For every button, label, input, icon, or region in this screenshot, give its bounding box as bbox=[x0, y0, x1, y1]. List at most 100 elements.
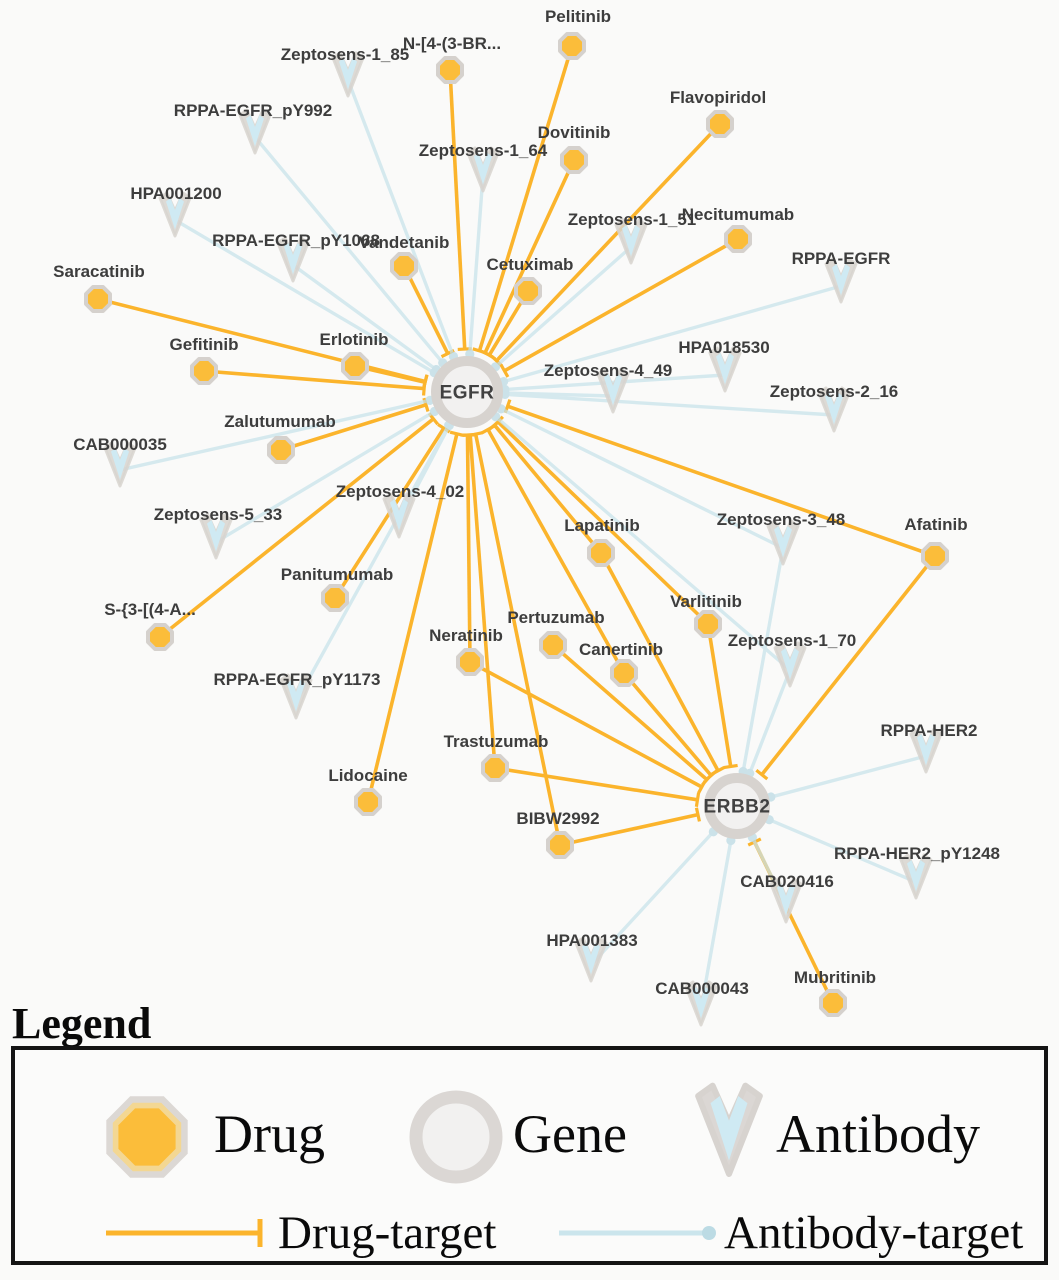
antibody-node-zeptosens-1-51 bbox=[614, 218, 648, 265]
node-label-rppa-egfr-py992: RPPA-EGFR_pY992 bbox=[174, 101, 332, 120]
nodes: EGFR ERBB2 bbox=[84, 32, 949, 1027]
edge-pelitinib-egfr bbox=[472, 45, 574, 355]
drug-node-zalutumumab bbox=[267, 436, 295, 464]
edge-bibw2992-erbb2 bbox=[559, 807, 702, 847]
antibody-node-cab000035 bbox=[103, 441, 137, 488]
drug-node-necitumumab bbox=[724, 225, 752, 253]
edge-neratinib-erbb2 bbox=[469, 660, 707, 794]
antibody-node-rppa-egfr bbox=[824, 257, 858, 304]
edge-lidocaine-egfr bbox=[366, 430, 465, 803]
edge-lapatinib-egfr bbox=[488, 419, 603, 555]
drug-node-panitumumab bbox=[321, 584, 349, 612]
drug-target-edge-icon bbox=[106, 1219, 263, 1247]
antibody-node-hpa001383 bbox=[574, 936, 608, 983]
edge-saracatinib-egfr bbox=[97, 297, 429, 389]
node-label-zalutumumab: Zalutumumab bbox=[224, 412, 335, 431]
node-label-mubritinib: Mubritinib bbox=[794, 968, 876, 987]
drug-node-pelitinib bbox=[558, 32, 586, 60]
node-label-bibw2992: BIBW2992 bbox=[516, 809, 599, 828]
drug-node-varlitinib bbox=[694, 610, 722, 638]
node-label-zeptosens-1-70: Zeptosens-1_70 bbox=[728, 631, 857, 650]
edge-zeptosens-4-49-egfr bbox=[500, 388, 614, 398]
edge-zeptosens-3-48-egfr bbox=[496, 404, 784, 550]
node-label-zeptosens-1-64: Zeptosens-1_64 bbox=[419, 141, 548, 160]
edge-flavopiridol-egfr bbox=[490, 122, 722, 367]
antibody-node-hpa018530 bbox=[708, 346, 742, 393]
antibody-node-rppa-her2-py1248 bbox=[899, 853, 933, 900]
edge-rppa-egfr-py992-egfr bbox=[253, 135, 448, 368]
node-label-trastuzumab: Trastuzumab bbox=[444, 732, 549, 751]
edge-rppa-egfr-py1173-egfr bbox=[294, 420, 454, 703]
antibody-node-zeptosens-2-16 bbox=[817, 386, 851, 433]
drug-node-canertinib bbox=[610, 659, 638, 687]
edge-rppa-her2-erbb2 bbox=[766, 754, 927, 802]
edge-zeptosens-5-33-egfr bbox=[215, 406, 439, 544]
antibody-node-cab020416 bbox=[769, 877, 803, 924]
node-label-hpa018530: HPA018530 bbox=[678, 338, 769, 357]
node-label-zeptosens-3-48: Zeptosens-3_48 bbox=[717, 510, 846, 529]
drug-node-lapatinib bbox=[587, 539, 615, 567]
node-label-pelitinib: Pelitinib bbox=[545, 7, 611, 26]
node-label-necitumumab: Necitumumab bbox=[682, 205, 794, 224]
node-label-n-4-3-br: N-[4-(3-BR... bbox=[403, 34, 501, 53]
edge-zeptosens-1-70-erbb2 bbox=[745, 669, 792, 778]
edge-hpa001200-egfr bbox=[174, 218, 439, 378]
drug-node-pertuzumab bbox=[539, 631, 567, 659]
node-label-gefitinib: Gefitinib bbox=[170, 335, 239, 354]
legend-title: Legend bbox=[12, 999, 152, 1048]
drug-node-afatinib bbox=[921, 542, 949, 570]
edge-s-3-4-a-egfr bbox=[158, 412, 440, 639]
drug-node-dovitinib bbox=[560, 146, 588, 174]
node-label-zeptosens-4-02: Zeptosens-4_02 bbox=[336, 482, 465, 501]
drug-node-lidocaine bbox=[354, 788, 382, 816]
gene-legend-icon bbox=[409, 1090, 503, 1184]
antibody-node-zeptosens-1-85 bbox=[331, 51, 365, 98]
gene-node-erbb2: ERBB2 bbox=[704, 773, 770, 839]
node-label-rppa-egfr: RPPA-EGFR bbox=[792, 249, 891, 268]
antibody-node-hpa001200 bbox=[158, 191, 192, 238]
node-label-zeptosens-4-49: Zeptosens-4_49 bbox=[544, 361, 673, 380]
gene-node-egfr: EGFR bbox=[431, 356, 503, 428]
edge-neratinib-egfr bbox=[460, 433, 475, 663]
node-label-cab020416: CAB020416 bbox=[740, 872, 834, 891]
node-label-lapatinib: Lapatinib bbox=[564, 516, 640, 535]
drug-node-gefitinib bbox=[190, 357, 218, 385]
drug-target-edge-label: Drug-target bbox=[278, 1207, 497, 1259]
edge-zeptosens-3-48-erbb2 bbox=[738, 547, 785, 777]
antibody-node-zeptosens-1-70 bbox=[773, 641, 807, 688]
edge-zeptosens-1-85-egfr bbox=[346, 79, 459, 362]
node-label-cetuximab: Cetuximab bbox=[487, 255, 574, 274]
node-label-neratinib: Neratinib bbox=[429, 626, 503, 645]
node-label-panitumumab: Panitumumab bbox=[281, 565, 393, 584]
node-label-erlotinib: Erlotinib bbox=[320, 330, 389, 349]
edge-rppa-her2-py1248-erbb2 bbox=[764, 815, 917, 884]
edge-cab000043-erbb2 bbox=[699, 835, 736, 1010]
antibody-target-edge-label: Antibody-target bbox=[724, 1207, 1024, 1259]
node-label-cab000035: CAB000035 bbox=[73, 435, 167, 454]
node-label-rppa-egfr-py1173: RPPA-EGFR_pY1173 bbox=[214, 670, 381, 689]
drug-node-flavopiridol bbox=[706, 110, 734, 138]
antibody-node-zeptosens-4-02 bbox=[382, 492, 416, 539]
node-label-rppa-egfr-py1068: RPPA-EGFR_pY1068 bbox=[212, 231, 380, 250]
edge-hpa001383-erbb2 bbox=[589, 827, 718, 967]
antibody-node-zeptosens-3-48 bbox=[766, 519, 800, 566]
edge-vandetanib-egfr bbox=[402, 265, 455, 359]
node-label-pertuzumab: Pertuzumab bbox=[507, 608, 604, 627]
node-label-hpa001383: HPA001383 bbox=[546, 931, 637, 950]
drug-node-trastuzumab bbox=[481, 754, 509, 782]
node-label-canertinib: Canertinib bbox=[579, 640, 663, 659]
antibody-legend-icon bbox=[695, 1082, 763, 1177]
edge-necitumumab-egfr bbox=[499, 237, 739, 378]
antibody-node-rppa-her2 bbox=[909, 727, 943, 774]
edge-canertinib-egfr bbox=[481, 424, 626, 674]
edge-varlitinib-erbb2 bbox=[706, 623, 738, 770]
node-label-vandetanib: Vandetanib bbox=[359, 233, 450, 252]
node-label-dovitinib: Dovitinib bbox=[538, 123, 611, 142]
drug-node-cetuximab bbox=[514, 277, 542, 305]
edge-gefitinib-egfr bbox=[203, 369, 427, 396]
edge-pertuzumab-erbb2 bbox=[551, 643, 713, 786]
antibody-node-zeptosens-4-49 bbox=[596, 367, 630, 414]
edge-canertinib-erbb2 bbox=[622, 671, 718, 782]
node-label-zeptosens-1-51: Zeptosens-1_51 bbox=[568, 210, 697, 229]
